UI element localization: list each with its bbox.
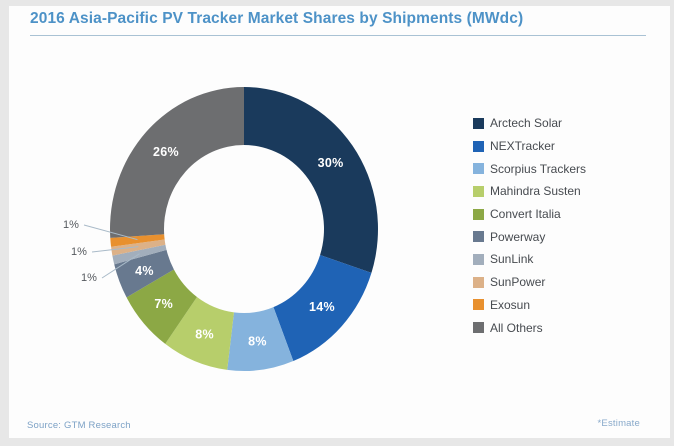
legend-item-arctech-solar: Arctech Solar [473,112,586,135]
callout-line-exosun [83,224,138,241]
legend-swatch-powerway [473,231,484,243]
legend-label-sunlink: SunLink [490,252,534,267]
slice-label-arctech-solar: 30% [318,156,344,170]
slice-label-nextracker: 14% [309,300,335,314]
estimate-note: *Estimate [597,418,640,429]
legend-item-powerway: Powerway [473,225,586,248]
legend-item-sunlink: SunLink [473,248,586,271]
legend-swatch-all-others [473,322,484,334]
legend-label-nextracker: NEXTracker [490,139,555,154]
legend-label-all-others: All Others [490,320,543,335]
source-note: Source: GTM Research [27,420,131,431]
legend-swatch-sunpower [473,276,484,288]
slice-powerway [114,249,174,298]
slice-exosun [110,234,165,247]
legend-item-nextracker: NEXTracker [473,135,586,158]
slice-label-all-others: 26% [153,145,179,159]
slice-label-scorpius-trackers: 8% [248,335,267,349]
slice-label-convert-italia: 7% [154,297,173,311]
callout-label-sunlink: 1% [81,272,97,284]
legend-label-powerway: Powerway [490,229,546,244]
legend-swatch-scorpius-trackers [473,163,484,175]
slice-label-powerway: 4% [135,264,154,278]
legend-item-all-others: All Others [473,316,586,339]
callout-label-exosun: 1% [63,219,79,231]
legend-item-mahindra-susten: Mahindra Susten [473,180,586,203]
slice-sunlink [112,244,167,265]
slice-convert-italia [126,269,197,344]
legend-item-scorpius-trackers: Scorpius Trackers [473,157,586,180]
legend-label-arctech-solar: Arctech Solar [490,116,563,131]
legend-swatch-sunlink [473,253,484,265]
slice-all-others [110,87,244,238]
slice-arctech-solar [244,87,378,273]
slice-scorpius-trackers [227,307,294,371]
legend-swatch-mahindra-susten [473,185,484,197]
legend-swatch-exosun [473,299,484,311]
legend-item-sunpower: SunPower [473,271,586,294]
callout-line-sunlink [101,253,140,279]
legend-label-mahindra-susten: Mahindra Susten [490,184,581,199]
legend-label-scorpius-trackers: Scorpius Trackers [490,161,587,176]
slice-nextracker [273,254,372,362]
page-title-block: 2016 Asia-Pacific PV Tracker Market Shar… [30,10,646,36]
legend-label-exosun: Exosun [490,297,531,312]
legend-swatch-convert-italia [473,208,484,220]
callout-label-sunpower: 1% [71,246,87,258]
legend-item-convert-italia: Convert Italia [473,203,586,226]
slice-mahindra-susten [165,296,234,370]
legend: Arctech Solar NEXTracker Scorpius Trackers… [473,112,586,339]
callout-line-sunpower [91,246,139,253]
legend-swatch-arctech-solar [473,117,484,129]
legend-label-convert-italia: Convert Italia [490,207,561,222]
slice-label-mahindra-susten: 8% [195,328,214,342]
slice-sunpower [111,239,166,256]
page-title: 2016 Asia-Pacific PV Tracker Market Shar… [30,10,524,27]
legend-item-exosun: Exosun [473,294,586,317]
legend-swatch-nextracker [473,140,484,152]
legend-label-sunpower: SunPower [490,275,546,290]
